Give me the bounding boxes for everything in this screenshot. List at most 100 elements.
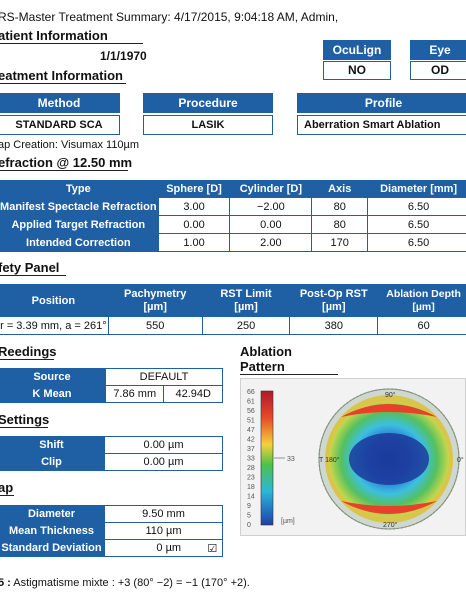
table-row: r = 3.39 mm, a = 261° 550 250 380 60 — [0, 316, 466, 335]
scale-tick: 61 — [247, 399, 255, 406]
eye-value: OD — [410, 61, 466, 80]
patient-info-header: atient Information — [0, 28, 143, 44]
color-scale-ticks: 66 61 56 51 47 42 37 33 28 23 18 14 9 5 … — [247, 389, 255, 529]
table-row: Manifest Spectacle Refraction 3.00 −2.00… — [0, 197, 466, 216]
treatment-info-header: eatment Information — [0, 68, 126, 84]
mean-thickness-label: Mean Thickness — [0, 522, 105, 540]
scale-tick: 9 — [247, 503, 251, 510]
scale-tick: 66 — [247, 389, 255, 396]
safety-panel-header: fety Panel — [0, 260, 66, 276]
checkbox-icon[interactable]: ☑ — [202, 539, 223, 557]
date-of-birth: 1/1/1970 — [100, 49, 147, 63]
k-mean-mm-value: 7.86 mm — [104, 385, 165, 403]
method-value: STANDARD SCA — [0, 115, 120, 135]
angle-label-270: 270° — [383, 521, 398, 529]
readings-table: Source DEFAULT K Mean 7.86 mm 42.94D — [0, 368, 224, 403]
scale-tick: 51 — [247, 418, 255, 425]
clip-label: Clip — [0, 453, 105, 471]
scale-tick: 47 — [247, 427, 255, 434]
safety-table: Position Pachymetry [µm] RST Limit [µm] Po… — [0, 284, 466, 335]
ablation-pattern-header: Ablation Pattern — [240, 344, 338, 375]
k-mean-label: K Mean — [0, 385, 106, 403]
settings-header: Settings — [0, 412, 50, 428]
shift-value: 0.00 µm — [104, 436, 223, 454]
axis-value: 80 — [311, 215, 369, 234]
readings-header: Reedings — [0, 344, 57, 360]
shift-label: Shift — [0, 436, 105, 454]
angle-label-90: 90° — [385, 391, 396, 399]
refraction-header: efraction @ 12.50 mm — [0, 155, 133, 171]
scale-tick: 42 — [247, 437, 255, 444]
cylinder-value: 0.00 — [229, 215, 313, 234]
refraction-table: Type Sphere [D] Cylinder [D] Axis Diamet… — [0, 180, 466, 252]
ablation-map — [318, 388, 460, 530]
k-mean-d-value: 42.94D — [163, 385, 223, 403]
row-type: Intended Correction — [0, 233, 159, 252]
standard-deviation-value: 0 µm — [104, 539, 203, 557]
clip-value: 0.00 µm — [104, 453, 223, 471]
oculign-label: OcuLign — [323, 40, 391, 60]
source-value: DEFAULT — [104, 368, 224, 386]
scale-tick: 37 — [247, 446, 255, 453]
row-type: Manifest Spectacle Refraction — [0, 197, 159, 216]
profile-value: Aberration Smart Ablation — [297, 115, 466, 135]
cylinder-value: −2.00 — [229, 197, 313, 216]
diameter-value: 6.50 — [367, 233, 466, 252]
footer-text: Astigmatisme mixte : +3 (80° −2) = −1 (1… — [10, 577, 250, 589]
col-cylinder: Cylinder [D] — [229, 180, 313, 198]
sphere-value: 1.00 — [157, 233, 231, 252]
ablation-pattern-svg: 66 61 56 51 47 42 37 33 28 23 18 14 9 5 … — [247, 388, 464, 530]
mean-thickness-value: 110 µm — [104, 522, 223, 540]
ablation-depth-value: 60 — [377, 316, 466, 335]
scale-tick: 23 — [247, 475, 255, 482]
oculign-value: NO — [323, 61, 391, 80]
col-position: Position — [0, 284, 109, 317]
table-row: Applied Target Refraction 0.00 0.00 80 6… — [0, 215, 466, 234]
col-pachymetry: Pachymetry [µm] — [107, 284, 203, 317]
profile-label: Profile — [297, 93, 466, 113]
settings-table: Shift 0.00 µm Clip 0.00 µm — [0, 436, 223, 471]
cylinder-value: 2.00 — [229, 233, 313, 252]
source-label: Source — [0, 368, 106, 386]
col-post-op-rst: Post-Op RST [µm] — [289, 284, 379, 317]
map-table: Diameter 9.50 mm Mean Thickness 110 µm S… — [0, 505, 223, 557]
col-type: Type — [0, 180, 159, 198]
angle-label-0: 0° — [457, 456, 464, 464]
scale-tick: 0 — [247, 522, 251, 529]
row-type: Applied Target Refraction — [0, 215, 159, 234]
col-ablation-depth: Ablation Depth [µm] — [377, 284, 466, 317]
col-sphere: Sphere [D] — [157, 180, 231, 198]
col-diameter: Diameter [mm] — [367, 180, 466, 198]
color-scale-bar — [260, 390, 274, 526]
post-op-rst-value: 380 — [289, 316, 379, 335]
method-label: Method — [0, 93, 120, 113]
footer-prefix: 5 : — [0, 577, 11, 589]
diameter-label: Diameter — [0, 505, 105, 523]
scale-tick: 28 — [247, 465, 255, 472]
angle-label-180: T 180° — [319, 456, 340, 464]
eye-label: Eye — [410, 40, 466, 60]
col-axis: Axis — [311, 180, 369, 198]
scale-unit: [µm] — [281, 518, 295, 525]
map-header: ap — [0, 480, 14, 496]
table-row: Intended Correction 1.00 2.00 170 6.50 — [0, 233, 466, 252]
scale-tick: 5 — [247, 513, 251, 520]
axis-value: 170 — [311, 233, 369, 252]
sphere-value: 3.00 — [157, 197, 231, 216]
map-creation: ap Creation: Visumax 110µm — [0, 139, 140, 151]
scale-tick: 56 — [247, 408, 255, 415]
pachymetry-value: 550 — [107, 316, 203, 335]
footer-note: 5 : Astigmatisme mixte : +3 (80° −2) = −… — [0, 577, 250, 589]
sphere-value: 0.00 — [157, 215, 231, 234]
diameter-value: 9.50 mm — [104, 505, 223, 523]
axis-value: 80 — [311, 197, 369, 216]
scale-mid-label: 33 — [287, 456, 295, 463]
procedure-label: Procedure — [143, 93, 273, 113]
diameter-value: 6.50 — [367, 215, 466, 234]
scale-tick: 18 — [247, 484, 255, 491]
ablation-pattern-panel: 66 61 56 51 47 42 37 33 28 23 18 14 9 5 … — [240, 378, 466, 536]
rst-limit-value: 250 — [201, 316, 291, 335]
standard-deviation-label: Standard Deviation — [0, 539, 105, 557]
scale-tick: 14 — [247, 494, 255, 501]
scale-tick: 33 — [247, 456, 255, 463]
